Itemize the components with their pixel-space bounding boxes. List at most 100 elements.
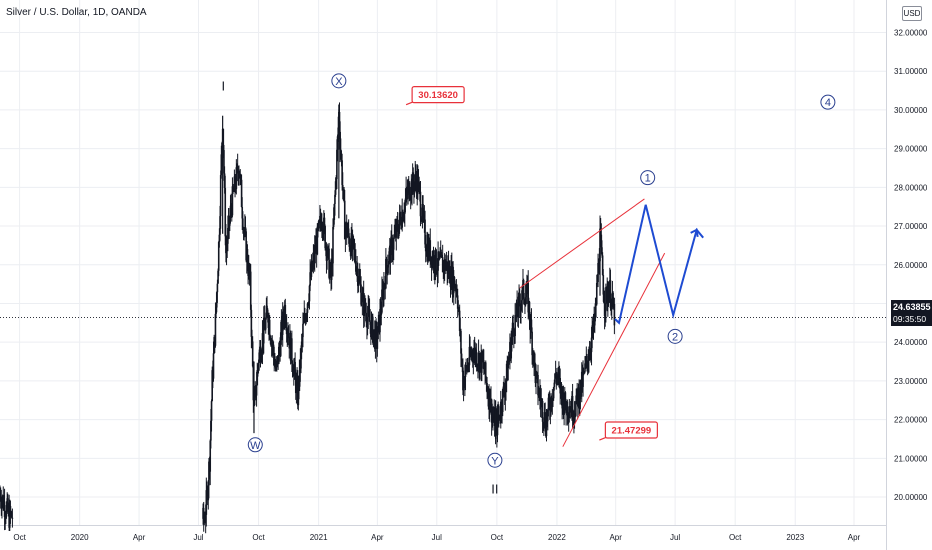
candle-body	[586, 355, 588, 362]
candle-body	[392, 249, 394, 256]
x-tick-label: Apr	[609, 533, 622, 542]
candle-body	[328, 268, 331, 278]
candle-body	[507, 360, 510, 365]
candle-body	[547, 397, 550, 410]
candle-body	[370, 320, 373, 338]
candle-body	[590, 337, 593, 353]
candle-body	[527, 282, 530, 313]
candle-body	[477, 365, 479, 366]
candle-body	[526, 283, 528, 294]
candle-body	[258, 352, 261, 363]
candle-body	[311, 261, 314, 270]
candle-body	[603, 294, 605, 303]
x-tick-label: Apr	[848, 533, 861, 542]
candle-body	[494, 412, 496, 437]
candle-body	[388, 251, 390, 264]
candle-body	[468, 346, 471, 366]
x-tick-label: Jul	[670, 533, 680, 542]
candle-body	[210, 420, 212, 441]
candle-body	[423, 215, 426, 220]
candle-body	[392, 237, 395, 250]
candle-body	[587, 361, 590, 367]
candle-body	[479, 358, 481, 373]
candle-body	[501, 389, 504, 413]
candle-body	[420, 216, 422, 221]
candle-body	[376, 338, 379, 349]
candle-body	[272, 344, 275, 356]
candle-body	[202, 507, 205, 521]
candle-body	[539, 390, 541, 398]
candle-body	[608, 290, 610, 303]
wave-label: 1	[645, 173, 651, 185]
y-tick-label: 22.00000	[894, 416, 928, 425]
candle-body	[601, 247, 603, 256]
wave-label-circle	[331, 73, 347, 89]
candle-body	[465, 364, 467, 367]
candle-body	[385, 258, 387, 289]
channel-line	[519, 198, 645, 289]
candle-body	[383, 284, 385, 301]
y-tick-label: 32.00000	[894, 28, 928, 37]
candle-body	[226, 243, 229, 249]
wave-label: I	[221, 79, 225, 94]
currency-badge[interactable]: USD	[902, 6, 922, 21]
candle-body	[297, 380, 300, 406]
candle-body	[456, 295, 459, 309]
candle-body	[396, 221, 398, 224]
x-tick-label: Oct	[252, 533, 265, 542]
candle-body	[594, 318, 596, 326]
candle-body	[352, 236, 355, 240]
candle-body	[218, 234, 221, 243]
candle-body	[298, 359, 301, 387]
candle-body	[513, 328, 515, 337]
candle-body	[266, 305, 268, 310]
candle-body	[531, 331, 533, 356]
candle-body	[528, 301, 531, 321]
candle-body	[338, 111, 341, 132]
candle-body	[464, 364, 467, 377]
candle-body	[537, 395, 540, 397]
candle-body	[481, 352, 484, 361]
candle-body	[504, 388, 507, 398]
candle-body	[545, 417, 548, 437]
candle-body	[334, 194, 336, 204]
candle-body	[245, 231, 247, 261]
candle-body	[571, 395, 574, 420]
candle-body	[582, 372, 584, 387]
candle-body	[259, 346, 262, 362]
candle-body	[294, 361, 296, 375]
candle-body	[466, 365, 469, 371]
candle-body	[582, 371, 585, 373]
candle-body	[7, 498, 9, 512]
candle-body	[341, 185, 344, 190]
candle-body	[379, 309, 382, 316]
candle-body	[360, 284, 362, 305]
wave-label: 4	[825, 97, 831, 109]
candle-body	[214, 313, 217, 346]
candle-body	[229, 205, 232, 217]
candle-body	[337, 127, 340, 137]
candle-body	[343, 189, 345, 201]
candle-body	[217, 242, 220, 271]
candle-body	[481, 352, 483, 373]
candle-body	[520, 304, 522, 312]
candle-body	[282, 311, 285, 320]
candle-body	[265, 305, 268, 318]
bar-countdown: 09:35:50	[893, 314, 927, 324]
candle-body	[324, 226, 326, 249]
candle-body	[0, 493, 2, 502]
candle-body	[333, 203, 336, 220]
x-tick-label: Oct	[729, 533, 742, 542]
candle-body	[558, 376, 561, 379]
candle-body	[588, 359, 590, 362]
x-tick-label: 2021	[310, 533, 328, 542]
candle-body	[553, 382, 556, 388]
candle-body	[5, 505, 8, 517]
candle-body	[344, 228, 347, 240]
candle-body	[591, 325, 593, 338]
candle-body	[11, 517, 14, 519]
channel-line	[562, 252, 666, 447]
candle-body	[407, 186, 409, 196]
candle-body	[253, 394, 256, 405]
